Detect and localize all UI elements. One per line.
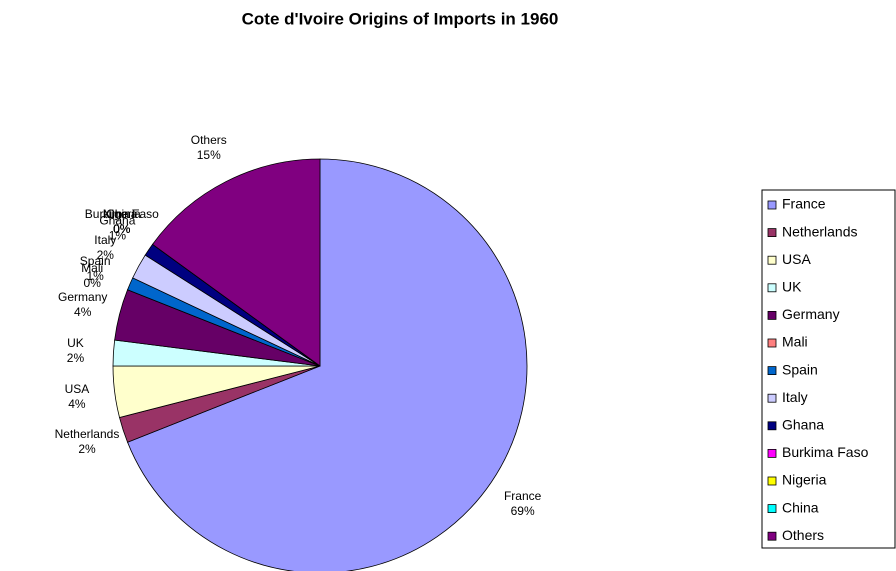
legend-swatch	[767, 448, 777, 458]
legend-swatch	[767, 228, 777, 238]
legend-swatch	[767, 338, 777, 348]
pie-slice	[151, 158, 321, 367]
slice-value-label: 0%	[113, 222, 131, 236]
legend-swatch	[767, 310, 777, 320]
legend-label: Netherlands	[782, 223, 858, 239]
slice-label: USA	[65, 382, 90, 396]
slice-value-label: 2%	[97, 248, 115, 262]
slice-value-label: 4%	[74, 305, 92, 319]
slice-value-label: 69%	[511, 504, 535, 518]
slice-label: Nigeria	[103, 207, 141, 221]
legend-label: Ghana	[782, 417, 824, 433]
slice-label: Spain	[80, 254, 111, 268]
slice-value-label: 0%	[113, 222, 131, 236]
slice-label: Mali	[81, 261, 103, 275]
legend-swatch	[767, 283, 777, 293]
slice-value-label: 4%	[68, 397, 86, 411]
legend-label: Mali	[782, 334, 808, 350]
legend-swatch	[767, 421, 777, 431]
slice-value-label: 1%	[86, 269, 104, 283]
slice-label: Others	[191, 133, 227, 147]
slice-value-label: 0%	[113, 222, 131, 236]
legend-label: Germany	[782, 306, 840, 322]
legend-box	[761, 189, 896, 549]
legend-swatch	[767, 476, 777, 486]
legend-label: Spain	[782, 361, 818, 377]
slice-label: France	[504, 489, 542, 503]
legend-swatch	[767, 531, 777, 541]
slice-value-label: 15%	[197, 148, 221, 162]
legend-swatch	[767, 393, 777, 403]
legend-label: France	[782, 196, 826, 212]
chart-title: Cote d'Ivoire Origins of Imports in 1960	[242, 9, 559, 28]
slice-label: Netherlands	[55, 427, 120, 441]
slice-value-label: 1%	[109, 228, 127, 242]
legend-swatch	[767, 366, 777, 376]
legend-label: China	[782, 499, 819, 515]
legend-swatch	[767, 504, 777, 514]
slice-label: Germany	[58, 290, 107, 304]
legend-swatch	[767, 200, 777, 210]
slice-label: UK	[67, 336, 84, 350]
legend-label: Italy	[782, 389, 808, 405]
slice-label: Burkima Faso	[85, 207, 159, 221]
legend-label: USA	[782, 251, 811, 267]
legend-swatch	[767, 255, 777, 265]
slice-label: Italy	[94, 233, 116, 247]
legend-label: Burkima Faso	[782, 444, 869, 460]
slice-value-label: 0%	[84, 276, 102, 290]
pie-slice	[127, 158, 528, 571]
legend-label: UK	[782, 279, 802, 295]
slice-value-label: 2%	[67, 351, 85, 365]
legend-label: Others	[782, 527, 824, 543]
slice-label: China	[106, 207, 138, 221]
slice-value-label: 2%	[78, 442, 96, 456]
legend-label: Nigeria	[782, 472, 827, 488]
slice-label: Ghana	[99, 213, 135, 227]
